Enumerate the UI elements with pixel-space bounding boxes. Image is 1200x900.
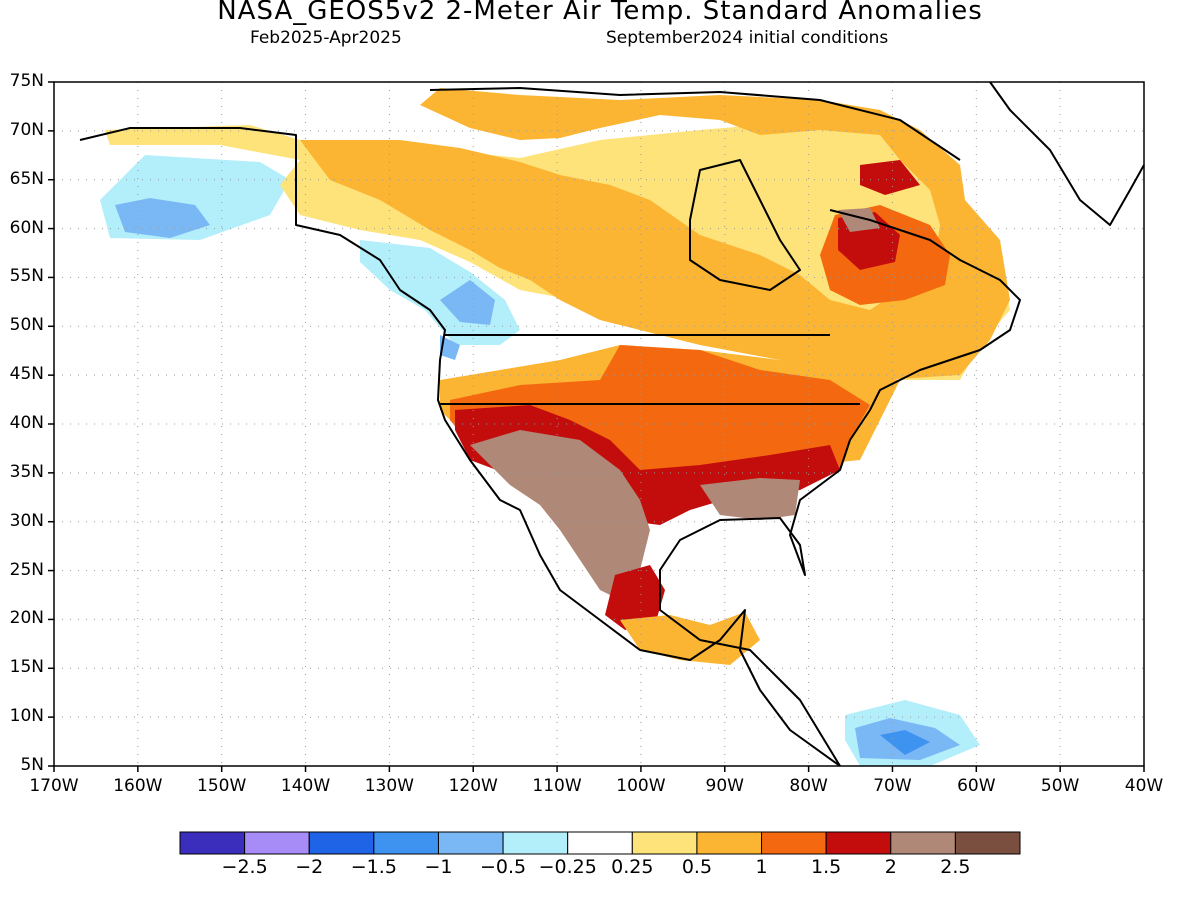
coastlines bbox=[79, 81, 1145, 767]
anomaly-samerica-coolest bbox=[880, 730, 930, 755]
coastline-hudson-bay bbox=[689, 159, 801, 291]
coastline-arctic-islands bbox=[429, 87, 961, 161]
colorbar-label: −0.5 bbox=[479, 856, 527, 878]
colorbar-swatch bbox=[437, 831, 504, 855]
colorbar-swatch bbox=[761, 831, 827, 855]
colorbar-label: 1 bbox=[755, 856, 768, 878]
colorbar-swatch bbox=[567, 831, 633, 855]
colorbar-label: −2.5 bbox=[221, 856, 268, 878]
lat-label: 65N bbox=[9, 168, 44, 189]
colorbar bbox=[179, 831, 1021, 855]
colorbar-label: 0.5 bbox=[681, 856, 713, 878]
axis-ticks bbox=[48, 81, 1145, 772]
anomaly-us-red bbox=[455, 405, 840, 525]
lat-label: 35N bbox=[9, 461, 44, 482]
lon-label: 80W bbox=[789, 776, 828, 796]
lon-label: 130W bbox=[364, 776, 414, 796]
initial-conditions: September2024 initial conditions bbox=[606, 28, 889, 48]
colorbar-label: −1 bbox=[424, 856, 453, 878]
lat-label: 30N bbox=[9, 510, 44, 531]
lat-label: 70N bbox=[9, 119, 44, 140]
lat-label: 40N bbox=[9, 413, 44, 433]
lat-label: 55N bbox=[9, 266, 44, 287]
anomaly-bc-cooler bbox=[440, 280, 495, 325]
lon-label: 110W bbox=[532, 776, 582, 796]
colorbar-swatch bbox=[502, 831, 569, 855]
lon-label: 160W bbox=[113, 776, 163, 796]
colorbar-swatch bbox=[373, 831, 439, 855]
coastline-north-america bbox=[79, 127, 841, 767]
coastline-us-border bbox=[440, 334, 860, 405]
coastline-greenland bbox=[989, 81, 1145, 226]
lat-label: 20N bbox=[9, 608, 44, 629]
lon-label: 170W bbox=[29, 776, 79, 796]
lat-label: 60N bbox=[9, 217, 44, 238]
anomaly-canada-orange bbox=[300, 88, 1010, 380]
anomaly-mexico-red bbox=[605, 565, 665, 630]
lon-label: 100W bbox=[616, 776, 666, 796]
anomaly-baffin-red bbox=[860, 160, 920, 195]
lat-label: 75N bbox=[9, 71, 44, 91]
lon-label: 70W bbox=[873, 776, 912, 796]
lat-label: 50N bbox=[9, 315, 44, 336]
lon-label: 60W bbox=[957, 776, 996, 796]
forecast-period: Feb2025-Apr2025 bbox=[250, 28, 402, 48]
lat-label: 5N bbox=[20, 755, 44, 775]
colorbar-label: 0.25 bbox=[611, 856, 654, 878]
colorbar-label: −1.5 bbox=[350, 856, 397, 878]
anomaly-pnw-cool bbox=[440, 335, 460, 360]
lat-label: 15N bbox=[9, 657, 44, 678]
colorbar-label: 2.5 bbox=[940, 856, 971, 878]
lon-label: 40W bbox=[1124, 776, 1164, 796]
coastline-gulf bbox=[659, 209, 1021, 767]
colorbar-label: −0.25 bbox=[538, 856, 597, 878]
colorbar-swatch bbox=[825, 831, 892, 855]
lon-label: 50W bbox=[1040, 776, 1080, 796]
colorbar-swatch bbox=[244, 831, 310, 855]
map-title: NASA_GEOS5v2 2-Meter Air Temp. Standard … bbox=[217, 0, 983, 26]
lon-label: 140W bbox=[280, 776, 331, 796]
colorbar-swatch bbox=[179, 831, 246, 855]
lat-label: 45N bbox=[9, 364, 44, 385]
anomaly-field bbox=[100, 88, 1010, 766]
colorbar-label: −2 bbox=[295, 856, 324, 878]
anomaly-sw-brown bbox=[470, 430, 650, 600]
colorbar-label: 2 bbox=[884, 856, 897, 878]
anomaly-se-brown bbox=[700, 478, 800, 520]
lat-label: 25N bbox=[9, 559, 44, 580]
anomaly-alaska-cooler bbox=[115, 198, 210, 238]
lon-label: 150W bbox=[197, 776, 247, 796]
colorbar-swatch bbox=[696, 831, 763, 855]
colorbar-swatch bbox=[631, 831, 698, 855]
colorbar-swatch bbox=[954, 831, 1021, 855]
lat-label: 10N bbox=[9, 706, 44, 727]
colorbar-label: 1.5 bbox=[811, 856, 842, 878]
colorbar-swatch bbox=[890, 831, 956, 855]
colorbar-swatch bbox=[308, 831, 375, 855]
lon-label: 120W bbox=[448, 776, 498, 796]
anomaly-mexico-orange bbox=[620, 612, 760, 665]
lon-label: 90W bbox=[705, 776, 744, 796]
